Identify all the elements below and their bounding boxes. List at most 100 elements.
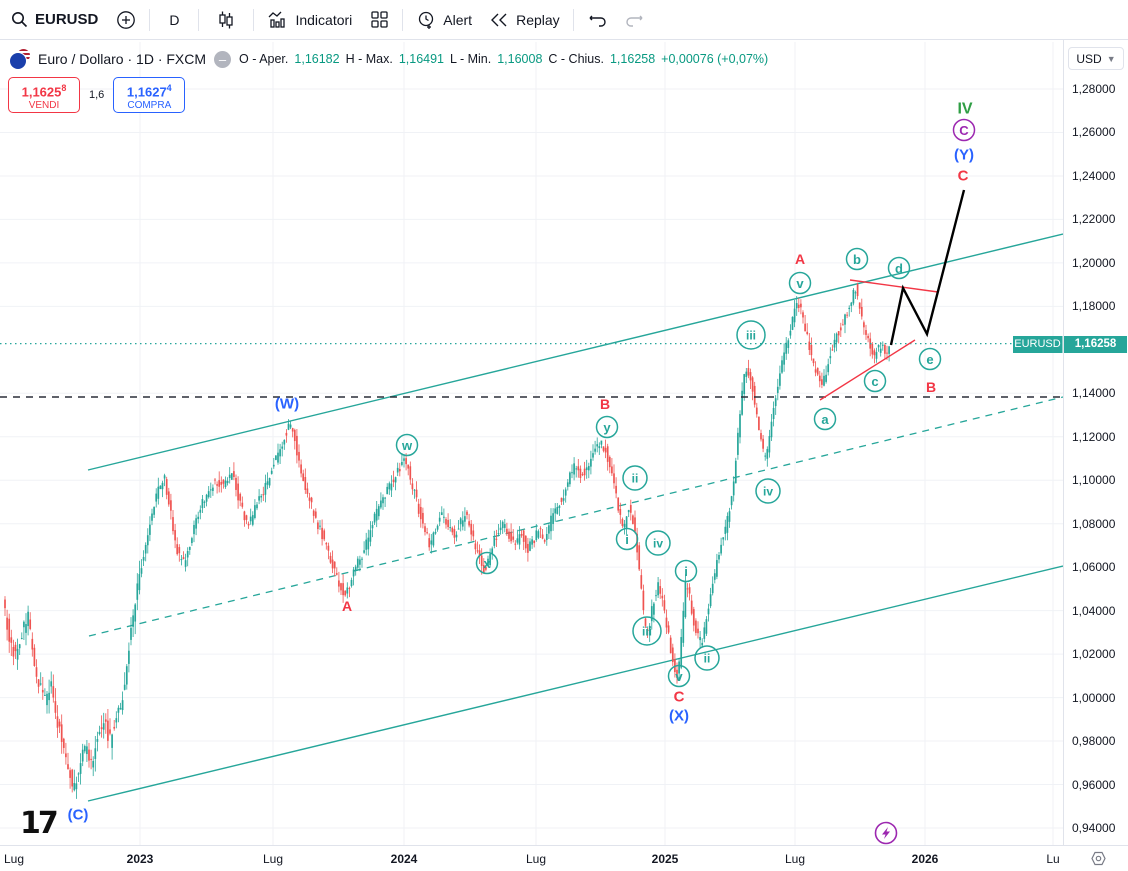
wave-label-iii[interactable]: iii xyxy=(736,320,766,350)
high-label: H - Max. xyxy=(345,52,393,66)
wave-label-ii[interactable]: ii xyxy=(622,465,648,491)
ohlc-values: O - Aper. 1,16182 H - Max. 1,16491 L - M… xyxy=(239,52,768,66)
wave-label-c[interactable]: c xyxy=(863,369,887,393)
layout-grid-button[interactable] xyxy=(361,5,398,35)
quick-trade-lightning-icon[interactable] xyxy=(874,821,898,845)
interval-label: D xyxy=(169,11,180,28)
wave-label-c[interactable]: C xyxy=(958,168,969,185)
svg-text:iii: iii xyxy=(642,625,652,639)
wave-label-c[interactable]: (C) xyxy=(68,807,89,824)
wave-label-y[interactable]: y xyxy=(595,415,619,439)
svg-text:b: b xyxy=(853,252,861,267)
wave-label-iv[interactable]: iv xyxy=(755,478,781,504)
svg-text:(Y): (Y) xyxy=(954,147,974,164)
undo-button[interactable] xyxy=(578,5,616,35)
indicators-button[interactable]: Indicatori xyxy=(258,5,361,35)
wave-label-a[interactable]: a xyxy=(813,407,837,431)
open-label: O - Aper. xyxy=(239,52,289,66)
wave-label-ii[interactable]: ii xyxy=(694,645,720,671)
replay-icon xyxy=(490,12,509,28)
wave-label-b[interactable]: B xyxy=(926,379,936,395)
price-tag-value: 1,16258 xyxy=(1064,335,1127,353)
toolbar-separator xyxy=(402,8,404,31)
redo-button[interactable] xyxy=(616,5,654,35)
compare-add-button[interactable] xyxy=(107,5,145,35)
wave-label-e[interactable]: e xyxy=(918,347,942,371)
wave-label-iii[interactable]: iii xyxy=(632,616,662,646)
time-axis[interactable]: Lug 2023 Lug 2024 Lug 2025 Lug 2026 Lu xyxy=(0,845,1128,871)
svg-text:ii: ii xyxy=(704,652,711,666)
interval-button[interactable]: D xyxy=(160,5,188,35)
svg-text:B: B xyxy=(600,396,610,412)
wave-label-y[interactable]: (Y) xyxy=(954,147,974,164)
wave-label-w[interactable]: w xyxy=(395,433,419,457)
wave-label-iv[interactable]: IV xyxy=(957,101,972,118)
wave-label-c[interactable]: C xyxy=(674,689,685,706)
svg-text:i: i xyxy=(684,564,688,579)
wave-label-i[interactable]: i xyxy=(615,527,639,551)
wave-label-b[interactable]: b xyxy=(845,247,869,271)
wave-label-c[interactable]: C xyxy=(952,118,976,142)
chart-style-button[interactable] xyxy=(207,5,245,35)
time-tick: 2026 xyxy=(911,852,939,866)
tradingview-logo[interactable]: 17 xyxy=(20,806,59,841)
candles xyxy=(4,282,890,799)
toolbar-separator xyxy=(198,8,200,31)
channel-upper[interactable] xyxy=(87,233,1063,471)
wave-label-iv[interactable]: iv xyxy=(645,530,671,556)
price-tick: 1,04000 xyxy=(1072,603,1116,618)
price-axis[interactable]: USD ▼ 1,28000 1,26000 1,24000 1,22000 1,2000… xyxy=(1063,40,1128,845)
search-icon xyxy=(11,11,28,28)
sell-button[interactable]: 1,16258 VENDI xyxy=(8,77,80,113)
wave-label-w[interactable]: (W) xyxy=(275,396,299,413)
grid-layout-icon xyxy=(370,10,389,29)
wave-label-x[interactable]: x xyxy=(475,551,499,575)
price-tick: 1,14000 xyxy=(1072,386,1116,401)
svg-text:i: i xyxy=(625,532,629,547)
price-tick: 1,00000 xyxy=(1072,690,1116,705)
svg-text:iv: iv xyxy=(653,537,663,551)
chart-legend[interactable]: Euro / Dollaro · 1D · FXCM – O - Aper. 1… xyxy=(10,49,768,69)
price-tick: 1,26000 xyxy=(1072,125,1116,140)
alert-label: Alert xyxy=(443,11,473,28)
svg-text:y: y xyxy=(603,420,611,435)
wave-label-a[interactable]: A xyxy=(795,251,805,267)
currency-label: USD xyxy=(1076,51,1102,66)
wave-label-v[interactable]: v xyxy=(788,271,812,295)
svg-text:A: A xyxy=(795,251,805,267)
symbol-search-button[interactable]: EURUSD xyxy=(2,5,107,35)
triangle-upper-red[interactable] xyxy=(849,279,939,293)
svg-text:w: w xyxy=(401,438,413,453)
alert-button[interactable]: Alert xyxy=(407,5,481,35)
wave-label-b[interactable]: B xyxy=(600,396,610,412)
wave-label-a[interactable]: A xyxy=(342,598,352,614)
time-tick: Lu xyxy=(1046,852,1060,866)
price-tick: 1,22000 xyxy=(1072,212,1116,227)
replay-button[interactable]: Replay xyxy=(481,5,569,35)
channel-lower[interactable] xyxy=(87,565,1063,802)
wave-label-i[interactable]: i xyxy=(674,559,698,583)
currency-selector[interactable]: USD ▼ xyxy=(1068,47,1124,70)
wave-label-d[interactable]: d xyxy=(887,256,911,280)
price-tick: 1,24000 xyxy=(1072,168,1116,183)
toolbar-separator xyxy=(149,8,151,31)
triangle-lower-red[interactable] xyxy=(819,339,916,401)
toolbar-separator xyxy=(572,8,574,31)
wave-label-v[interactable]: v xyxy=(667,664,691,688)
time-tick: 2023 xyxy=(126,852,154,866)
time-tick: Lug xyxy=(784,852,806,866)
axis-settings-icon[interactable] xyxy=(1090,850,1107,871)
price-tick: 1,28000 xyxy=(1072,82,1116,96)
price-tick: 1,02000 xyxy=(1072,647,1116,662)
buy-button[interactable]: 1,16274 COMPRA xyxy=(113,77,186,113)
channel-mid-dashed[interactable] xyxy=(88,396,1063,637)
toolbar-separator xyxy=(253,8,255,31)
svg-text:A: A xyxy=(342,598,352,614)
price-tick: 1,12000 xyxy=(1072,429,1116,444)
projection-path[interactable] xyxy=(889,189,966,346)
collapse-legend-icon[interactable]: – xyxy=(214,50,232,68)
symbol-label: EURUSD xyxy=(35,11,99,28)
wave-label-x[interactable]: (X) xyxy=(669,708,689,725)
